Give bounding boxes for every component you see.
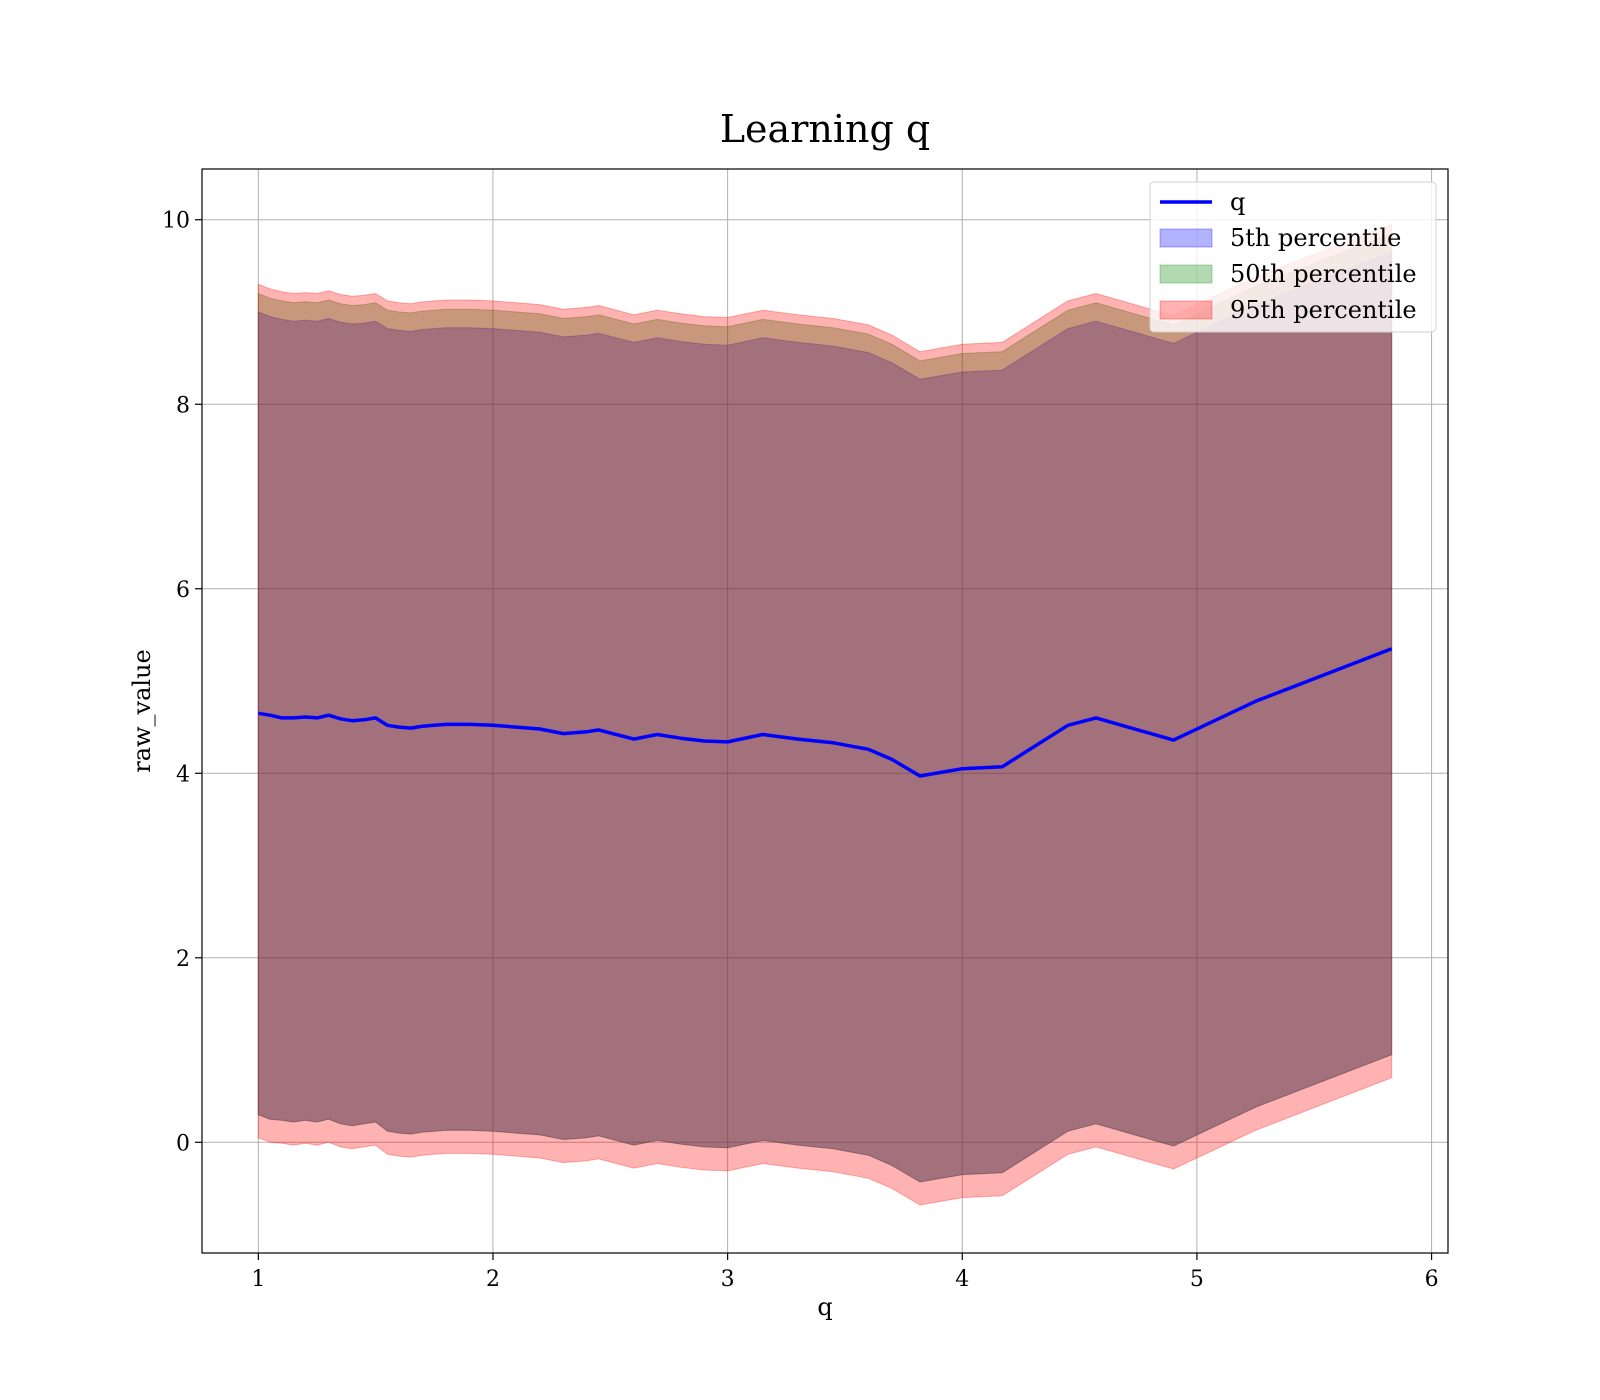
x-tick-label: 4 <box>955 1267 969 1292</box>
q-line-layer <box>258 647 1393 778</box>
band-95th-percentile <box>257 223 1393 1206</box>
y-tick-label: 2 <box>176 947 190 972</box>
band-50th-percentile <box>257 232 1393 1183</box>
x-tick-label: 6 <box>1425 1267 1439 1292</box>
legend-swatch-95th-percentile <box>1159 300 1213 320</box>
legend-swatch-50th-percentile <box>1159 264 1213 284</box>
x-tick-label: 1 <box>251 1267 265 1292</box>
x-tick-label: 5 <box>1190 1267 1204 1292</box>
y-tick-label: 10 <box>162 209 190 234</box>
legend-label-5th-percentile: 5th percentile <box>1230 224 1401 252</box>
legend: q 5th percentile 50th percentile 95th pe… <box>1149 181 1437 333</box>
x-axis-label: q <box>817 1293 832 1321</box>
legend-box <box>1149 181 1437 333</box>
legend-label-q: q <box>1230 188 1245 216</box>
band-5th-percentile <box>257 251 1393 1183</box>
x-tick-label: 3 <box>721 1267 735 1292</box>
series-line-q <box>258 647 1393 778</box>
legend-label-95th-percentile: 95th percentile <box>1230 296 1417 324</box>
y-axis-label: raw_value <box>128 649 156 773</box>
y-tick-label: 8 <box>176 393 190 418</box>
x-tick-label: 2 <box>486 1267 500 1292</box>
grid <box>202 169 1448 1253</box>
y-tick-label: 4 <box>176 762 190 787</box>
percentile-bands <box>257 223 1393 1206</box>
legend-label-50th-percentile: 50th percentile <box>1230 260 1417 288</box>
y-tick-label: 6 <box>176 578 190 603</box>
chart-title: Learning q <box>720 107 930 151</box>
plot-frame <box>201 168 1449 1254</box>
y-tick-label: 0 <box>176 1131 190 1156</box>
legend-swatch-5th-percentile <box>1159 228 1213 248</box>
axis-ticks: 1 2 3 4 5 6 0 2 4 6 8 10 <box>162 209 1439 1292</box>
